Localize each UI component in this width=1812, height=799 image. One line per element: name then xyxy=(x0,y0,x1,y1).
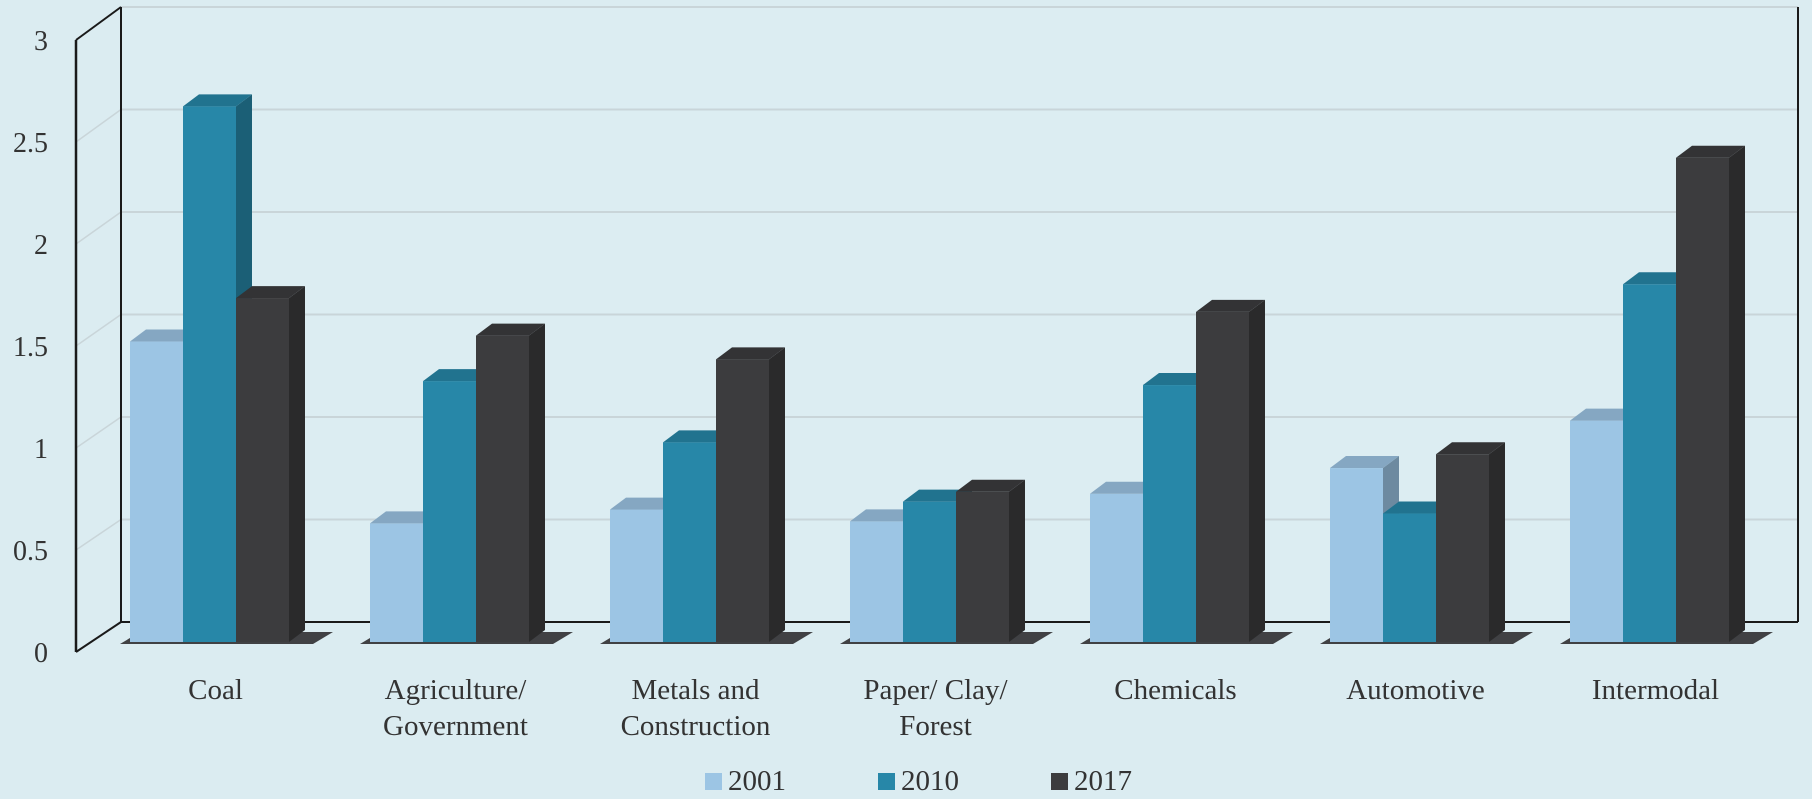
bar xyxy=(1330,468,1383,642)
bar-side xyxy=(529,323,545,642)
bar xyxy=(236,298,289,642)
category-label: Construction xyxy=(621,710,771,742)
bar xyxy=(1143,385,1196,642)
bar xyxy=(903,501,956,642)
y-tick-label: 2 xyxy=(34,230,48,261)
gridline-side xyxy=(75,416,122,449)
y-tick-label: 0.5 xyxy=(13,536,48,567)
bar-side xyxy=(1489,442,1505,642)
y-tick-label: 0 xyxy=(34,638,48,669)
gridline-side xyxy=(75,211,122,245)
bar-side xyxy=(769,347,785,642)
y-tick-label: 3 xyxy=(34,26,48,57)
gridline-side xyxy=(75,108,122,143)
bar xyxy=(130,341,183,642)
floor-diagonal xyxy=(75,621,122,653)
bar xyxy=(1676,157,1729,643)
bar-top xyxy=(716,347,785,360)
bar-top xyxy=(1383,501,1452,514)
bar-top xyxy=(850,509,919,522)
bar-top xyxy=(1676,145,1745,158)
bar xyxy=(850,521,903,642)
y-tick-label: 1 xyxy=(34,434,48,465)
bar-top xyxy=(1623,272,1692,285)
legend-swatch xyxy=(1051,773,1068,790)
bar-top xyxy=(1090,481,1159,494)
bar-top xyxy=(1196,299,1265,312)
bar xyxy=(1090,493,1143,642)
bar-top xyxy=(183,94,252,107)
bar-top xyxy=(236,286,305,299)
bar-top xyxy=(610,497,679,510)
bar-top xyxy=(956,479,1025,492)
bar-top xyxy=(1436,442,1505,455)
category-label: Coal xyxy=(188,674,243,706)
bar xyxy=(1436,454,1489,642)
bar xyxy=(716,359,769,642)
bar-side xyxy=(1009,479,1025,642)
bar xyxy=(1196,311,1249,642)
bar-side xyxy=(1729,145,1745,643)
bar xyxy=(183,106,236,642)
y-tick-label: 1.5 xyxy=(13,332,48,363)
category-label: Chemicals xyxy=(1114,674,1236,706)
bar-top xyxy=(130,329,199,342)
legend-swatch xyxy=(878,773,895,790)
bar-side xyxy=(289,286,305,642)
bar-top xyxy=(370,511,439,524)
top-diagonal xyxy=(75,6,122,41)
bar-top xyxy=(1570,408,1639,421)
legend-label: 2001 xyxy=(728,765,786,794)
bar-top xyxy=(423,369,492,382)
legend-label: 2010 xyxy=(901,765,959,794)
bar xyxy=(370,523,423,642)
bar-top xyxy=(903,489,972,502)
legend-label: 2017 xyxy=(1074,765,1132,794)
bar-top xyxy=(1143,373,1212,386)
category-label: Metals and xyxy=(631,674,760,706)
gridline-side xyxy=(75,518,122,551)
gridline-side xyxy=(75,313,122,347)
bar-top xyxy=(663,430,732,443)
category-label: Forest xyxy=(899,710,972,742)
bar-top xyxy=(476,323,545,336)
bar xyxy=(476,335,529,642)
category-label: Paper/ Clay/ xyxy=(863,674,1008,706)
bar xyxy=(956,491,1009,642)
bar xyxy=(1570,420,1623,642)
category-label: Intermodal xyxy=(1592,674,1719,706)
bar xyxy=(610,509,663,642)
bar xyxy=(423,381,476,642)
y-tick-label: 2.5 xyxy=(13,128,48,159)
category-label: Government xyxy=(383,710,528,742)
category-label: Automotive xyxy=(1346,674,1485,706)
category-label: Agriculture/ xyxy=(385,674,528,706)
bar xyxy=(1623,284,1676,642)
legend-swatch xyxy=(705,773,722,790)
bar xyxy=(1383,513,1436,642)
bar-side xyxy=(1249,299,1265,642)
bar xyxy=(663,442,716,642)
bar-top xyxy=(1330,456,1399,469)
